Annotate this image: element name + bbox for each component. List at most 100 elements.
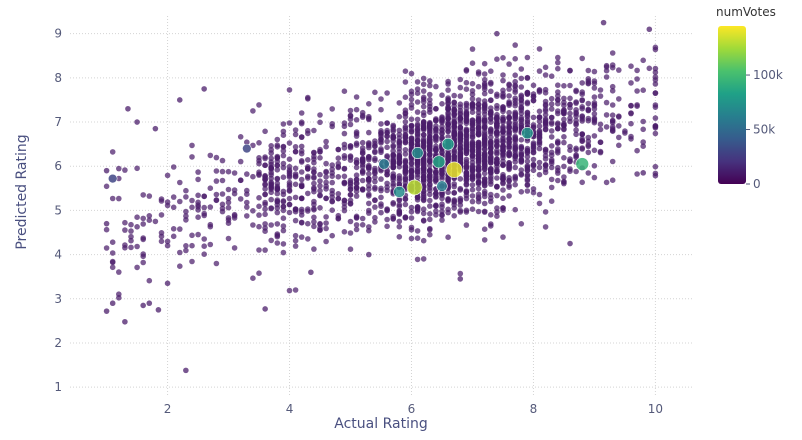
data-point [274,232,281,239]
highlighted-point [406,179,423,196]
data-point [390,183,397,189]
highlighted-point [107,173,118,184]
data-point [268,164,275,171]
data-point [372,138,378,144]
data-point [512,145,518,152]
data-point [555,54,561,61]
data-point [420,196,427,203]
data-point [585,149,592,156]
data-point [408,141,415,148]
data-point [512,121,518,128]
data-point [445,234,451,240]
data-point [335,146,342,153]
data-point [280,152,287,159]
data-point [488,109,494,116]
data-point [219,191,226,197]
data-point [494,143,500,149]
data-point [481,156,488,162]
data-point [366,176,372,183]
data-point [506,193,512,199]
data-point [469,133,476,140]
data-point [408,174,415,180]
data-point [408,227,415,233]
data-point [427,148,433,154]
data-point [591,174,598,181]
data-point [548,152,555,158]
data-point [555,82,561,88]
data-point [329,190,336,197]
data-point [518,92,525,99]
data-point [335,164,342,171]
data-point [414,235,421,241]
data-point [567,67,573,74]
data-point [341,229,348,235]
data-point [597,87,604,93]
data-point [146,217,153,223]
data-point [628,133,634,140]
data-point [548,128,555,134]
data-point [609,158,616,165]
data-point [189,258,195,265]
data-point [268,222,275,228]
data-point [372,184,378,191]
data-point [317,192,323,198]
data-point [414,109,421,115]
data-point [481,226,488,232]
data-point [488,97,494,103]
data-point [195,192,201,199]
data-point [488,149,494,156]
data-point [573,152,579,158]
data-point [652,44,659,51]
data-point [177,198,183,205]
data-point [567,115,573,121]
data-point [427,140,433,147]
data-point [548,143,555,149]
data-point [561,139,567,146]
data-point [298,176,305,183]
data-point [494,56,500,62]
data-point [390,122,397,129]
x-tick-label: 10 [648,402,663,416]
data-point [475,118,482,125]
data-point [469,46,476,52]
data-point [609,177,616,183]
data-point [262,221,268,227]
data-point [280,207,287,214]
data-point [384,90,390,96]
data-point [488,154,494,161]
data-point [652,77,659,83]
data-point [451,147,458,153]
data-point [384,144,390,151]
data-point [237,158,244,165]
data-point [536,164,543,171]
data-point [463,207,470,214]
data-point [548,114,555,121]
data-point [311,153,317,160]
data-point [408,70,415,77]
data-point [408,96,415,103]
data-point [506,109,512,116]
data-point [414,197,421,203]
data-point [634,76,640,82]
data-point [420,192,427,199]
data-point [488,198,494,205]
data-point [597,126,604,133]
data-point [396,113,403,120]
data-point [524,54,531,61]
data-point [286,140,293,146]
data-point [329,173,336,179]
data-point [616,113,622,119]
data-point [341,123,348,130]
data-point [140,251,146,257]
data-point [427,191,433,198]
data-point [439,204,445,210]
data-point [652,170,659,177]
data-point [579,80,585,86]
data-point [469,206,476,212]
data-point [555,100,561,107]
data-point [548,198,555,204]
data-point [213,178,220,184]
data-point [561,107,567,113]
data-point [512,42,518,48]
data-point [164,280,171,287]
